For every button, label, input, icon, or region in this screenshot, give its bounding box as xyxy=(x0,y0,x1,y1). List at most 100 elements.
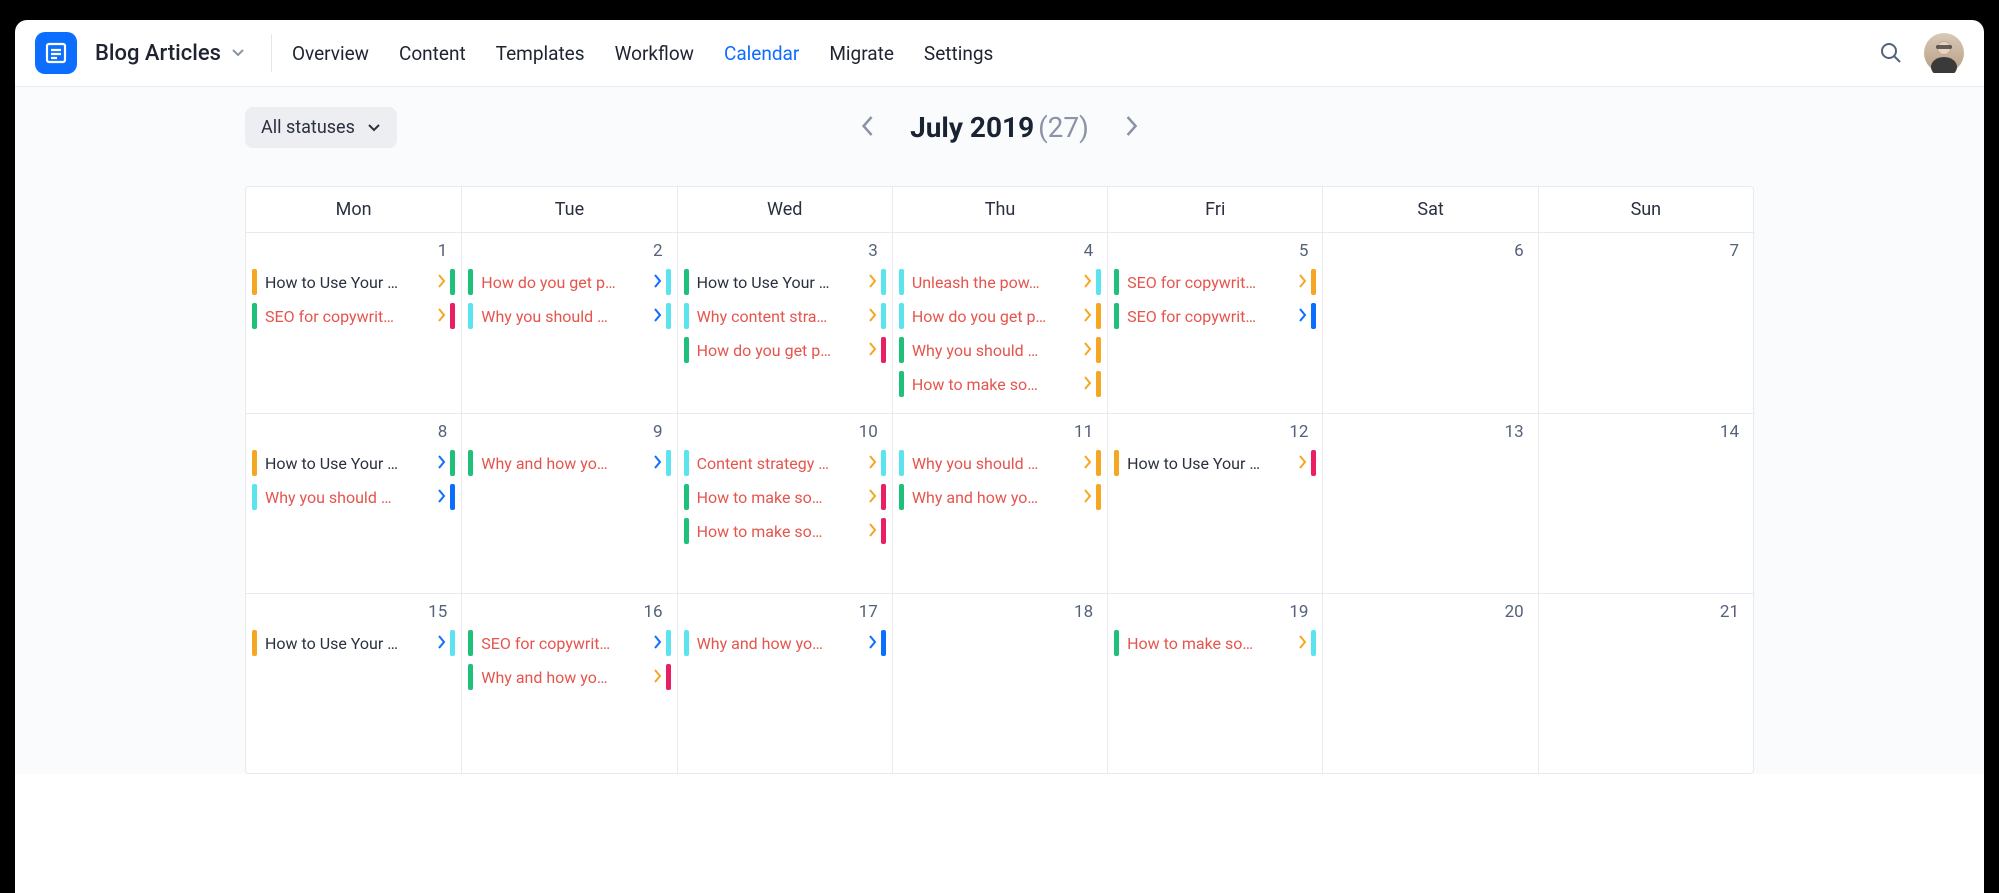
calendar-event[interactable]: How to make so… xyxy=(684,482,886,512)
event-label: Why content stra… xyxy=(689,307,865,326)
nav-workflow[interactable]: Workflow xyxy=(615,42,694,65)
calendar-event[interactable]: Unleash the pow… xyxy=(899,267,1101,297)
event-label: How to Use Your … xyxy=(1119,454,1295,473)
calendar-cell[interactable]: 18 xyxy=(892,594,1107,773)
calendar-event[interactable]: How to make so… xyxy=(1114,628,1316,658)
calendar-cell[interactable]: 11Why you should …Why and how yo… xyxy=(892,414,1107,593)
event-status-bar-right xyxy=(881,518,886,544)
date-number: 3 xyxy=(684,241,886,267)
nav-content[interactable]: Content xyxy=(399,42,466,65)
calendar-event[interactable]: How to Use Your … xyxy=(252,628,455,658)
event-label: How to make so… xyxy=(689,522,865,541)
calendar-cell[interactable]: 19 How to make so… xyxy=(1107,594,1322,773)
chevron-right-icon xyxy=(438,488,446,507)
calendar-cell[interactable]: 15How to Use Your … xyxy=(246,594,461,773)
event-label: Why you should … xyxy=(473,307,649,326)
calendar-event[interactable]: How to make so… xyxy=(684,516,886,546)
calendar-cell[interactable]: 17Why and how yo… xyxy=(677,594,892,773)
calendar-cell[interactable]: 1How to Use Your …SEO for copywrit… xyxy=(246,233,461,413)
calendar-cell[interactable]: 4Unleash the pow… How do you get p… Why yo… xyxy=(892,233,1107,413)
next-month-button[interactable] xyxy=(1119,108,1145,148)
calendar-event[interactable]: Why and how yo… xyxy=(468,448,670,478)
calendar-cell[interactable]: 21 xyxy=(1538,594,1753,773)
calendar-cell[interactable]: 5SEO for copywrit…SEO for copywrit… xyxy=(1107,233,1322,413)
calendar-event[interactable]: How to make so… xyxy=(899,369,1101,399)
day-header: Tue xyxy=(461,187,676,233)
calendar-cell[interactable]: 2 How do you get p… Why you should … xyxy=(461,233,676,413)
calendar-cell[interactable]: 9Why and how yo… xyxy=(461,414,676,593)
nav-templates[interactable]: Templates xyxy=(496,42,585,65)
date-number: 4 xyxy=(899,241,1101,267)
event-status-bar-right xyxy=(881,484,886,510)
chevron-down-icon xyxy=(231,48,245,58)
date-number: 20 xyxy=(1329,602,1531,628)
app-icon xyxy=(35,32,77,74)
event-status-bar-right xyxy=(1096,337,1101,363)
nav-settings[interactable]: Settings xyxy=(924,42,993,65)
date-number: 19 xyxy=(1114,602,1316,628)
content-area: All statuses July 2019 (27) MonTueWedThu… xyxy=(15,87,1984,774)
calendar-event[interactable]: How to Use Your … xyxy=(252,448,455,478)
event-label: SEO for copywrit… xyxy=(1119,307,1295,326)
event-label: How do you get p… xyxy=(904,307,1080,326)
calendar-event[interactable]: Why you should … xyxy=(899,448,1101,478)
calendar-event[interactable]: How to Use Your … xyxy=(684,267,886,297)
status-filter-dropdown[interactable]: All statuses xyxy=(245,107,397,148)
event-label: SEO for copywrit… xyxy=(473,634,649,653)
chevron-right-icon xyxy=(1084,273,1092,292)
calendar-cell[interactable]: 6 xyxy=(1322,233,1537,413)
calendar-cell[interactable]: 7 xyxy=(1538,233,1753,413)
app-title[interactable]: Blog Articles xyxy=(95,41,267,66)
nav-migrate[interactable]: Migrate xyxy=(829,42,894,65)
calendar-event[interactable]: Why you should … xyxy=(899,335,1101,365)
controls-row: All statuses July 2019 (27) xyxy=(15,87,1984,168)
calendar-event[interactable]: SEO for copywrit… xyxy=(1114,267,1316,297)
event-status-bar-right xyxy=(881,269,886,295)
calendar-event[interactable]: How do you get p… xyxy=(899,301,1101,331)
calendar-event[interactable]: Why content stra… xyxy=(684,301,886,331)
nav-overview[interactable]: Overview xyxy=(292,42,369,65)
event-status-bar-right xyxy=(881,450,886,476)
prev-month-button[interactable] xyxy=(854,108,880,148)
search-icon[interactable] xyxy=(1880,42,1902,64)
chevron-right-icon xyxy=(1299,273,1307,292)
event-label: How to Use Your … xyxy=(257,273,434,292)
calendar-event[interactable]: Why you should … xyxy=(468,301,670,331)
calendar-cell[interactable]: 13 xyxy=(1322,414,1537,593)
calendar-event[interactable]: Why and how yo… xyxy=(899,482,1101,512)
event-label: How do you get p… xyxy=(473,273,649,292)
calendar-cell[interactable]: 20 xyxy=(1322,594,1537,773)
calendar-event[interactable]: SEO for copywrit… xyxy=(468,628,670,658)
calendar-cell[interactable]: 12How to Use Your … xyxy=(1107,414,1322,593)
calendar: MonTueWedThuFriSatSun 1How to Use Your …… xyxy=(245,186,1754,774)
avatar[interactable] xyxy=(1924,33,1964,73)
calendar-event[interactable]: How do you get p… xyxy=(684,335,886,365)
calendar-event[interactable]: SEO for copywrit… xyxy=(252,301,455,331)
event-label: Why and how yo… xyxy=(473,454,649,473)
calendar-event[interactable]: Why and how yo… xyxy=(468,662,670,692)
event-label: How to make so… xyxy=(1119,634,1295,653)
calendar-cell[interactable]: 16SEO for copywrit…Why and how yo… xyxy=(461,594,676,773)
date-number: 2 xyxy=(468,241,670,267)
calendar-event[interactable]: SEO for copywrit… xyxy=(1114,301,1316,331)
date-number: 5 xyxy=(1114,241,1316,267)
calendar-event[interactable]: Content strategy … xyxy=(684,448,886,478)
calendar-event[interactable]: Why you should … xyxy=(252,482,455,512)
calendar-cell[interactable]: 8How to Use Your …Why you should … xyxy=(246,414,461,593)
calendar-cell[interactable]: 14 xyxy=(1538,414,1753,593)
calendar-event[interactable]: Why and how yo… xyxy=(684,628,886,658)
app-title-text: Blog Articles xyxy=(95,41,221,66)
calendar-event[interactable]: How do you get p… xyxy=(468,267,670,297)
chevron-right-icon xyxy=(869,488,877,507)
calendar-cell[interactable]: 10Content strategy …How to make so…How t… xyxy=(677,414,892,593)
nav-calendar[interactable]: Calendar xyxy=(724,42,799,65)
month-label: July 2019 xyxy=(910,111,1034,144)
date-number: 18 xyxy=(899,602,1101,628)
event-status-bar-right xyxy=(666,664,671,690)
calendar-event[interactable]: How to Use Your … xyxy=(1114,448,1316,478)
calendar-cell[interactable]: 3How to Use Your … Why content stra… How d… xyxy=(677,233,892,413)
calendar-event[interactable]: How to Use Your … xyxy=(252,267,455,297)
event-status-bar-right xyxy=(450,630,455,656)
calendar-row: 8How to Use Your …Why you should …9Why a… xyxy=(246,413,1753,593)
chevron-right-icon xyxy=(1299,454,1307,473)
